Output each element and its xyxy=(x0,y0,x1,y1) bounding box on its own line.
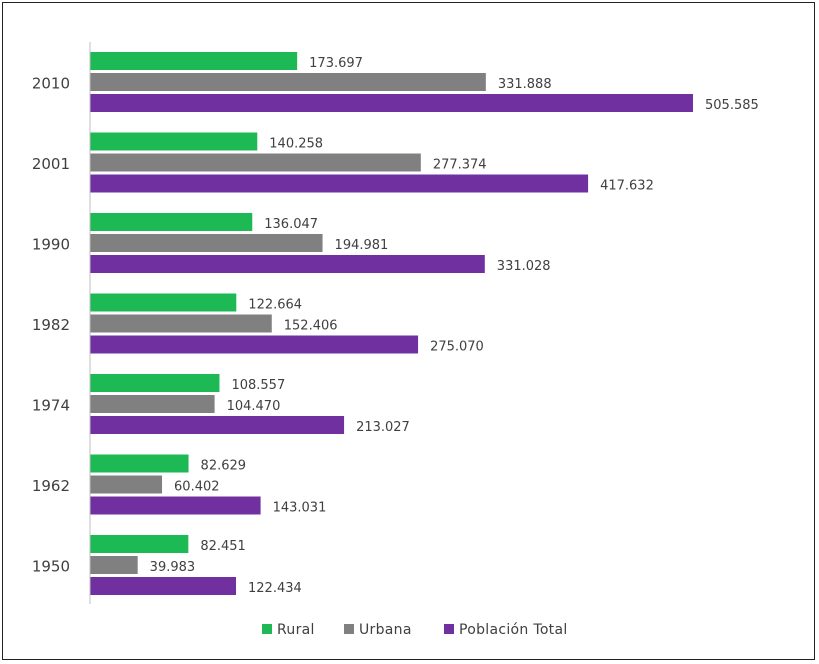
category-label-1990: 1990 xyxy=(32,236,70,254)
data-label-rural-1962: 82.629 xyxy=(201,459,247,474)
category-label-2010: 2010 xyxy=(32,75,70,93)
data-label-población-total-2001: 417.632 xyxy=(600,179,654,194)
bar-rural-1962 xyxy=(90,454,189,473)
category-label-1950: 1950 xyxy=(32,558,70,576)
bar-urbana-1962 xyxy=(90,475,163,494)
data-label-población-total-1982: 275.070 xyxy=(430,340,484,355)
bar-población-total-1950 xyxy=(90,577,237,595)
data-label-rural-1990: 136.047 xyxy=(264,217,318,232)
bar-población-total-1962 xyxy=(90,496,261,515)
legend-label-población-total: Población Total xyxy=(459,622,568,638)
bar-población-total-1974 xyxy=(90,416,345,434)
bar-rural-1990 xyxy=(90,213,253,231)
data-label-urbana-1950: 39.983 xyxy=(150,560,196,575)
data-label-rural-1982: 122.664 xyxy=(248,298,302,313)
data-label-urbana-1962: 60.402 xyxy=(174,480,220,495)
bar-urbana-1990 xyxy=(90,234,323,252)
category-label-2001: 2001 xyxy=(32,155,70,173)
bar-urbana-1982 xyxy=(90,314,272,333)
bar-urbana-2001 xyxy=(90,153,421,172)
bars-group xyxy=(90,52,693,595)
bar-rural-1950 xyxy=(90,535,189,553)
bar-población-total-1982 xyxy=(90,335,419,354)
data-label-urbana-1990: 194.981 xyxy=(335,238,389,253)
category-label-1982: 1982 xyxy=(32,316,70,334)
data-label-población-total-1962: 143.031 xyxy=(273,501,327,516)
bar-rural-1982 xyxy=(90,293,237,312)
bar-población-total-2010 xyxy=(90,94,693,112)
bar-rural-1974 xyxy=(90,374,220,392)
legend-label-urbana: Urbana xyxy=(359,622,412,638)
data-label-urbana-1974: 104.470 xyxy=(227,399,281,414)
labels-group: 2010 173.697 331.888 505.585 2001 140.258 277.… xyxy=(32,56,759,596)
legend-label-rural: Rural xyxy=(277,622,315,638)
data-label-población-total-1950: 122.434 xyxy=(248,581,302,596)
data-label-población-total-1990: 331.028 xyxy=(497,259,551,274)
data-label-población-total-2010: 505.585 xyxy=(705,98,759,113)
data-label-urbana-1982: 152.406 xyxy=(284,319,338,334)
bar-urbana-1950 xyxy=(90,556,138,574)
legend-swatch-población-total xyxy=(444,624,454,634)
bar-rural-2010 xyxy=(90,52,298,70)
data-label-urbana-2001: 277.374 xyxy=(433,158,487,173)
category-label-1974: 1974 xyxy=(32,397,70,415)
data-label-rural-2010: 173.697 xyxy=(309,56,363,71)
bar-rural-2001 xyxy=(90,132,258,151)
data-label-población-total-1974: 213.027 xyxy=(356,420,410,435)
legend: Rural Urbana Población Total xyxy=(262,622,568,638)
data-label-urbana-2010: 331.888 xyxy=(498,77,552,92)
bar-población-total-2001 xyxy=(90,174,589,193)
data-label-rural-1950: 82.451 xyxy=(200,539,246,554)
bar-urbana-2010 xyxy=(90,73,486,91)
data-label-rural-2001: 140.258 xyxy=(269,137,323,152)
bar-población-total-1990 xyxy=(90,255,485,273)
legend-swatch-urbana xyxy=(344,624,354,634)
legend-swatch-rural xyxy=(262,624,272,634)
bar-urbana-1974 xyxy=(90,395,215,413)
category-label-1962: 1962 xyxy=(32,477,70,495)
data-label-rural-1974: 108.557 xyxy=(231,378,285,393)
